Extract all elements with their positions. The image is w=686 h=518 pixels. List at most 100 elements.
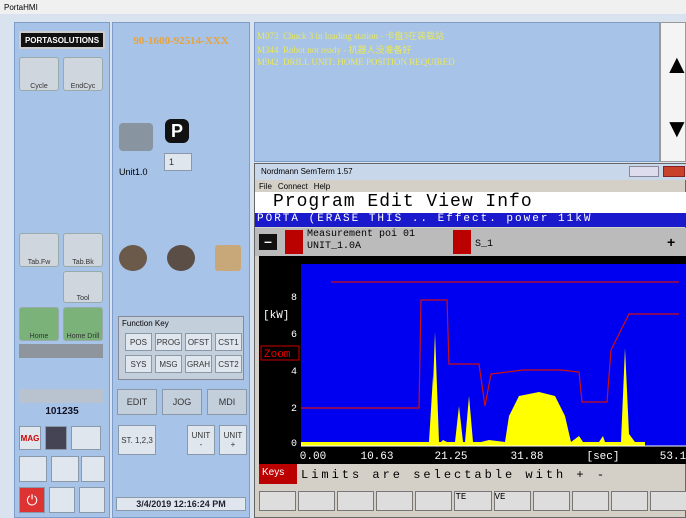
icon <box>215 245 241 271</box>
hint: Limits are selectable with + - <box>301 468 607 482</box>
function-key[interactable]: MSG <box>155 355 182 373</box>
scroll-up[interactable]: ▲ <box>664 49 686 80</box>
function-key[interactable]: CST2 <box>215 355 242 373</box>
unit-name: UNIT_1.0A <box>307 241 361 252</box>
soft-key[interactable] <box>337 491 374 511</box>
menu-item[interactable]: Help <box>314 182 330 191</box>
cycle-button[interactable]: Cycle <box>19 57 59 91</box>
soft-key[interactable] <box>376 491 413 511</box>
semterm-title: Nordmann SemTerm 1.57 <box>255 164 686 180</box>
label: + <box>231 440 236 449</box>
icon-button[interactable] <box>45 426 67 450</box>
soft-key[interactable]: TE <box>454 491 491 511</box>
home-drill-button[interactable]: Home Drill <box>63 307 103 341</box>
semterm-window: Nordmann SemTerm 1.57 File Connect Help Pr… <box>254 163 686 518</box>
message-code: M942 <box>257 57 279 67</box>
y-axis-label: [kW] <box>263 310 289 322</box>
plus-button[interactable]: + <box>667 234 675 250</box>
x-tick-label: 10.63 <box>360 451 393 463</box>
scroll-down[interactable]: ▼ <box>664 113 686 144</box>
unit-minus-button[interactable]: UNIT- <box>187 425 215 455</box>
soft-key[interactable] <box>650 491 686 511</box>
function-key[interactable]: PROG <box>155 333 182 351</box>
icon-button[interactable] <box>79 487 105 513</box>
function-key-group: Function Key POSPROGOFSTCST1SYSMSGGRAHCS… <box>118 316 244 380</box>
tab-fw-button[interactable]: Tab.Fw <box>19 233 59 267</box>
soft-key[interactable] <box>415 491 452 511</box>
left-panel: PORTASOLUTIONS Cycle EndCyc Tab.Fw Tab.B… <box>14 22 110 518</box>
x-tick-label: [sec] <box>586 451 619 463</box>
label: UNIT <box>192 431 211 440</box>
function-key[interactable]: GRAH <box>185 355 212 373</box>
icon-button[interactable] <box>51 456 79 482</box>
x-tick-label: 21.25 <box>434 451 467 463</box>
end-cycle-button[interactable]: EndCyc <box>63 57 103 91</box>
unit-plus-button[interactable]: UNIT+ <box>219 425 247 455</box>
unit-select[interactable]: 1 <box>164 153 192 171</box>
y-tick-label: 6 <box>291 330 297 341</box>
message-text: DRILL UNIT: HOME POSITION REQUIRED <box>283 57 455 67</box>
menu-item[interactable]: File <box>259 182 272 191</box>
soft-key[interactable] <box>611 491 648 511</box>
status-line: PORTA (ERASE THIS .. Effect. power 11kW <box>255 213 686 227</box>
icon-button[interactable] <box>49 487 75 513</box>
mode-button[interactable]: JOG <box>162 389 202 415</box>
unit-icon <box>119 123 153 151</box>
message: M942 DRILL UNIT: HOME POSITION REQUIRED <box>257 57 657 71</box>
function-key[interactable]: OFST <box>185 333 212 351</box>
middle-panel: 90-1600-92514-XXX Unit1.0 P 1 Function K… <box>112 22 250 518</box>
menu-bar: File Connect Help <box>259 182 336 191</box>
mode-button[interactable]: EDIT <box>117 389 157 415</box>
datetime: 3/4/2019 12:16:24 PM <box>116 497 246 511</box>
counter: 101235 <box>15 406 109 417</box>
window-buttons[interactable] <box>629 166 659 177</box>
function-key[interactable]: POS <box>125 333 152 351</box>
function-key[interactable]: SYS <box>125 355 152 373</box>
icon <box>119 245 147 271</box>
soft-key[interactable] <box>298 491 335 511</box>
marker <box>453 230 471 254</box>
soft-key[interactable] <box>259 491 296 511</box>
close-button[interactable] <box>663 166 685 177</box>
menu-item[interactable]: Connect <box>278 182 308 191</box>
unit-label: Unit1.0 <box>119 167 148 177</box>
y-tick-label: 4 <box>291 367 297 378</box>
x-tick-label: 53.1 <box>660 451 686 463</box>
measurement-row: – Measurement poi 01 UNIT_1.0A S_1 + <box>255 228 686 256</box>
semterm-header: Program Edit View Info <box>255 192 686 213</box>
sensor: S_1 <box>475 239 493 250</box>
icon-button[interactable] <box>71 426 101 450</box>
power-button[interactable]: ⏻ <box>19 487 45 513</box>
icon-button[interactable] <box>19 456 47 482</box>
status-bar <box>19 344 103 358</box>
x-tick-label: 0.00 <box>300 451 326 463</box>
scrollbar: ▲ ▼ <box>660 22 686 162</box>
soft-key[interactable] <box>572 491 609 511</box>
mode-button[interactable]: MDI <box>207 389 247 415</box>
y-tick-label: 2 <box>291 404 297 415</box>
mag-button[interactable]: MAG <box>19 426 41 450</box>
icon <box>167 245 195 271</box>
message-text: Robot not ready - 机器人没准备好 <box>283 45 412 55</box>
message-code: M073 <box>257 31 279 41</box>
home-button[interactable]: Home <box>19 307 59 341</box>
function-key[interactable]: CST1 <box>215 333 242 351</box>
station-button[interactable]: ST. 1,2,3 <box>118 425 156 455</box>
measurement: Measurement poi 01 <box>307 229 415 240</box>
screen: PortaHMI PORTASOLUTIONS Cycle EndCyc Tab… <box>0 0 686 518</box>
minus-button[interactable]: – <box>259 234 277 250</box>
label: UNIT <box>224 431 243 440</box>
tab-bk-button[interactable]: Tab.Bk <box>63 233 103 267</box>
zoom-label[interactable]: Zoom <box>264 349 291 361</box>
x-tick-label: 31.88 <box>510 451 543 463</box>
tool-button[interactable]: Tool <box>63 271 103 303</box>
logo: PORTASOLUTIONS <box>19 31 105 49</box>
soft-key[interactable]: VE <box>494 491 531 511</box>
message-text: Chuck 3 in loading station - 卡盘3在装载站 <box>283 31 444 41</box>
label: - <box>200 440 203 449</box>
icon-button[interactable] <box>81 456 105 482</box>
soft-key[interactable] <box>533 491 570 511</box>
y-tick-label: 8 <box>291 293 297 304</box>
marker <box>285 230 303 254</box>
